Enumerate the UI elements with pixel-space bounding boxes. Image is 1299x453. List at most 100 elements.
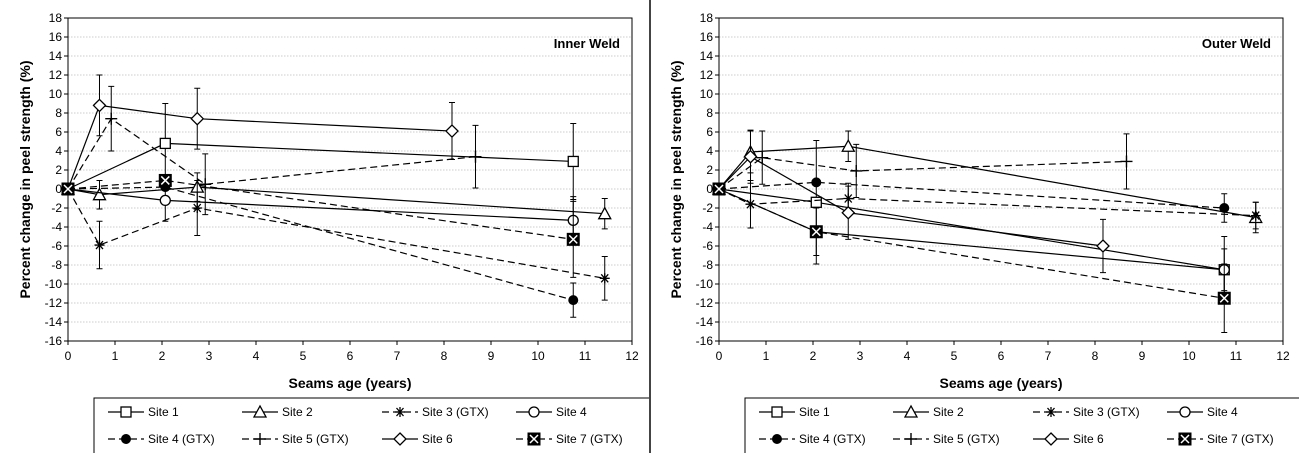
c1-legend-marker-site-3-gtx: [1046, 407, 1056, 417]
c1-legend-marker-site-6: [1044, 432, 1058, 446]
c1-legend-marker-site-4: [1179, 406, 1191, 418]
c1-marker-site-6: [1096, 239, 1110, 253]
c1-x-axis-label: Seams age (years): [940, 375, 1063, 391]
c1-plot-area: [719, 18, 1283, 341]
c0-x-tick-label: 12: [625, 349, 639, 363]
c1-marker-site-5-gtx: [1120, 155, 1133, 168]
c0-series-site-7-gtx: [61, 173, 580, 278]
c0-series-line-site-3-gtx: [67, 188, 605, 279]
c0-marker-site-2: [92, 187, 107, 201]
c1-y-tick-label: 2: [706, 163, 713, 177]
c0-y-tick-label: 8: [55, 106, 62, 120]
c1-legend-label-site-2: Site 2: [933, 405, 964, 419]
c1-x-tick-label: 2: [810, 349, 817, 363]
c1-legend-marker-site-7-gtx: [1178, 432, 1192, 446]
c1-legend-label-site-3-gtx: Site 3 (GTX): [1073, 405, 1140, 419]
c0-chart-title: Inner Weld: [554, 36, 620, 51]
c1-y-tick-label: -8: [702, 258, 713, 272]
c1-series-line-site-2: [718, 145, 1256, 219]
c1-y-tick-label: 0: [706, 182, 713, 196]
c0-marker-site-7-gtx: [566, 232, 580, 246]
c0-plot-area: [68, 18, 632, 341]
c1-legend-label-site-1: Site 1: [799, 405, 830, 419]
c1-legend: Site 1 Site 2 Site 3 (GTX) Site 4 Site 4 (GT…: [744, 397, 1299, 453]
c1-legend-marker-site-5-gtx: [905, 433, 917, 445]
c0-y-tick-label: 2: [55, 163, 62, 177]
c1-x-tick-label: 9: [1139, 349, 1146, 363]
c0-y-tick-label: 16: [49, 30, 63, 44]
outer-weld-panel: -16 -14 -12 -10 -8 -6 -4 -2 0 2 4 6 8 10 12 14 16 18 0 1 2 3 4…: [651, 0, 1299, 453]
c1-x-tick-label: 8: [1092, 349, 1099, 363]
c1-plot-frame: [718, 17, 1284, 342]
c0-series-line-site-4-gtx: [67, 186, 574, 301]
c0-y-tick-label: 12: [49, 68, 63, 82]
c1-marker-site-5-gtx: [756, 151, 769, 164]
c1-x-tick-label: 6: [998, 349, 1005, 363]
c1-y-axis-label: Percent change in peel strength (%): [668, 60, 684, 298]
c0-legend-marker-site-4: [528, 406, 540, 418]
c1-marker-site-6: [743, 149, 758, 164]
c0-x-tick-label: 10: [531, 349, 545, 363]
c1-y-tick-label: -4: [702, 220, 713, 234]
c1-x-tick-label: 10: [1182, 349, 1196, 363]
c0-legend-marker-site-1: [120, 406, 132, 418]
c0-marker-site-5-gtx: [199, 178, 212, 191]
c0-legend-marker-site-6: [393, 432, 407, 446]
c1-marker-site-7-gtx: [712, 182, 726, 196]
c0-legend-label-site-6: Site 6: [422, 432, 453, 446]
c0-marker-site-1: [567, 155, 579, 168]
c0-marker-site-1: [159, 137, 171, 150]
c1-x-tick-label: 0: [716, 349, 723, 363]
c1-marker-site-1: [810, 196, 822, 208]
c0-y-tick-label: 10: [49, 87, 63, 101]
c0-legend-label-site-4: Site 4: [556, 405, 587, 419]
c0-x-tick-label: 2: [159, 349, 166, 363]
c0-x-tick-label: 1: [112, 349, 119, 363]
c1-legend-marker-site-4-gtx: [772, 434, 782, 444]
c1-y-tick-label: 6: [706, 125, 713, 139]
c0-y-tick-label: 4: [55, 144, 62, 158]
c0-marker-site-7-gtx: [158, 173, 172, 187]
c1-x-tick-label: 5: [951, 349, 958, 363]
c0-legend-marker-site-5-gtx: [254, 433, 266, 445]
c0-marker-site-5-gtx: [469, 150, 482, 163]
c0-marker-site-2: [597, 206, 612, 220]
c1-legend-marker-site-1: [771, 406, 783, 418]
c0-legend-label-site-2: Site 2: [282, 405, 313, 419]
c0-marker-site-6: [92, 98, 107, 113]
c1-marker-site-7-gtx: [809, 225, 823, 239]
c1-legend-label-site-4-gtx: Site 4 (GTX): [799, 432, 866, 446]
c1-legend-marker-site-2: [903, 404, 919, 418]
c0-series-line-site-2: [67, 186, 605, 215]
c0-y-axis-label: Percent change in peel strength (%): [17, 60, 33, 298]
c1-x-tick-label: 3: [857, 349, 864, 363]
c1-x-tick-label: 7: [1045, 349, 1052, 363]
c1-series-site-6: [712, 129, 1110, 274]
panel-divider: [649, 0, 651, 453]
c1-y-tick-label: 4: [706, 144, 713, 158]
c1-marker-site-2: [841, 138, 856, 152]
c1-legend-label-site-4: Site 4: [1207, 405, 1238, 419]
c0-legend-box: [93, 397, 649, 453]
c1-marker-site-3-gtx: [745, 199, 756, 210]
c1-series-line-site-3-gtx: [718, 188, 1256, 217]
c0-y-tick-label: -10: [45, 277, 63, 291]
c0-series-site-3-gtx: [63, 179, 610, 301]
c0-x-tick-label: 0: [65, 349, 72, 363]
c0-legend: Site 1 Site 2 Site 3 (GTX) Site 4 Site 4 (GT…: [93, 397, 649, 453]
c0-y-tick-label: 14: [49, 49, 63, 63]
c0-y-tick-label: -12: [45, 296, 63, 310]
c0-plot-frame: [67, 17, 633, 342]
c0-x-tick-label: 8: [441, 349, 448, 363]
c1-legend-label-site-6: Site 6: [1073, 432, 1104, 446]
c0-y-tick-label: -6: [51, 239, 62, 253]
c1-y-tick-label: 16: [700, 30, 714, 44]
c1-x-tick-label: 12: [1276, 349, 1290, 363]
c1-marker-site-7-gtx: [1217, 291, 1231, 305]
c0-x-tick-label: 3: [206, 349, 213, 363]
c1-marker-site-4-gtx: [811, 177, 822, 188]
c0-series-line-site-5-gtx: [67, 117, 476, 190]
c0-marker-site-5-gtx: [105, 112, 118, 125]
c1-marker-site-3-gtx: [1250, 210, 1261, 221]
